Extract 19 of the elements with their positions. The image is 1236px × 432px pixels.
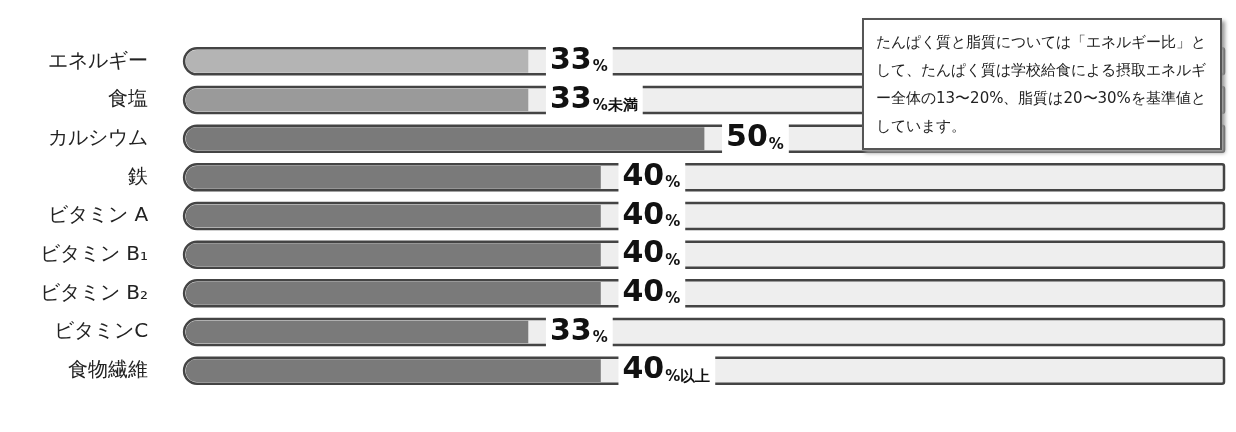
data-label: 40%以上 bbox=[622, 350, 711, 386]
y-tick-label: ビタミン B₁ bbox=[39, 240, 149, 265]
data-label: 40% bbox=[622, 273, 681, 309]
data-label: 40% bbox=[622, 157, 681, 193]
data-label: 33%未満 bbox=[549, 79, 638, 115]
annotation: たんぱく質と脂質については「エネルギー比」として、たんぱく質は学校給食による摂取エネルギー全体の13〜20%、脂質は20〜30%を基準値としています。 bbox=[876, 32, 1207, 137]
data-label: 33% bbox=[549, 41, 608, 77]
y-tick-label: 食物繊維 bbox=[68, 356, 149, 381]
data-label: 40% bbox=[622, 195, 681, 231]
y-tick-label: 食塩 bbox=[108, 86, 149, 111]
y-tick-label: ビタミン A bbox=[48, 202, 149, 227]
data-label: 33% bbox=[549, 311, 608, 347]
y-tick-label: カルシウム bbox=[48, 124, 149, 149]
y-tick-label: ビタミンC bbox=[54, 318, 149, 343]
y-tick-label: ビタミン B₂ bbox=[39, 279, 149, 304]
y-tick-label: 鉄 bbox=[128, 163, 149, 188]
y-tick-label: エネルギー bbox=[48, 47, 149, 72]
data-label: 40% bbox=[622, 234, 681, 270]
data-label: 50% bbox=[726, 118, 784, 154]
